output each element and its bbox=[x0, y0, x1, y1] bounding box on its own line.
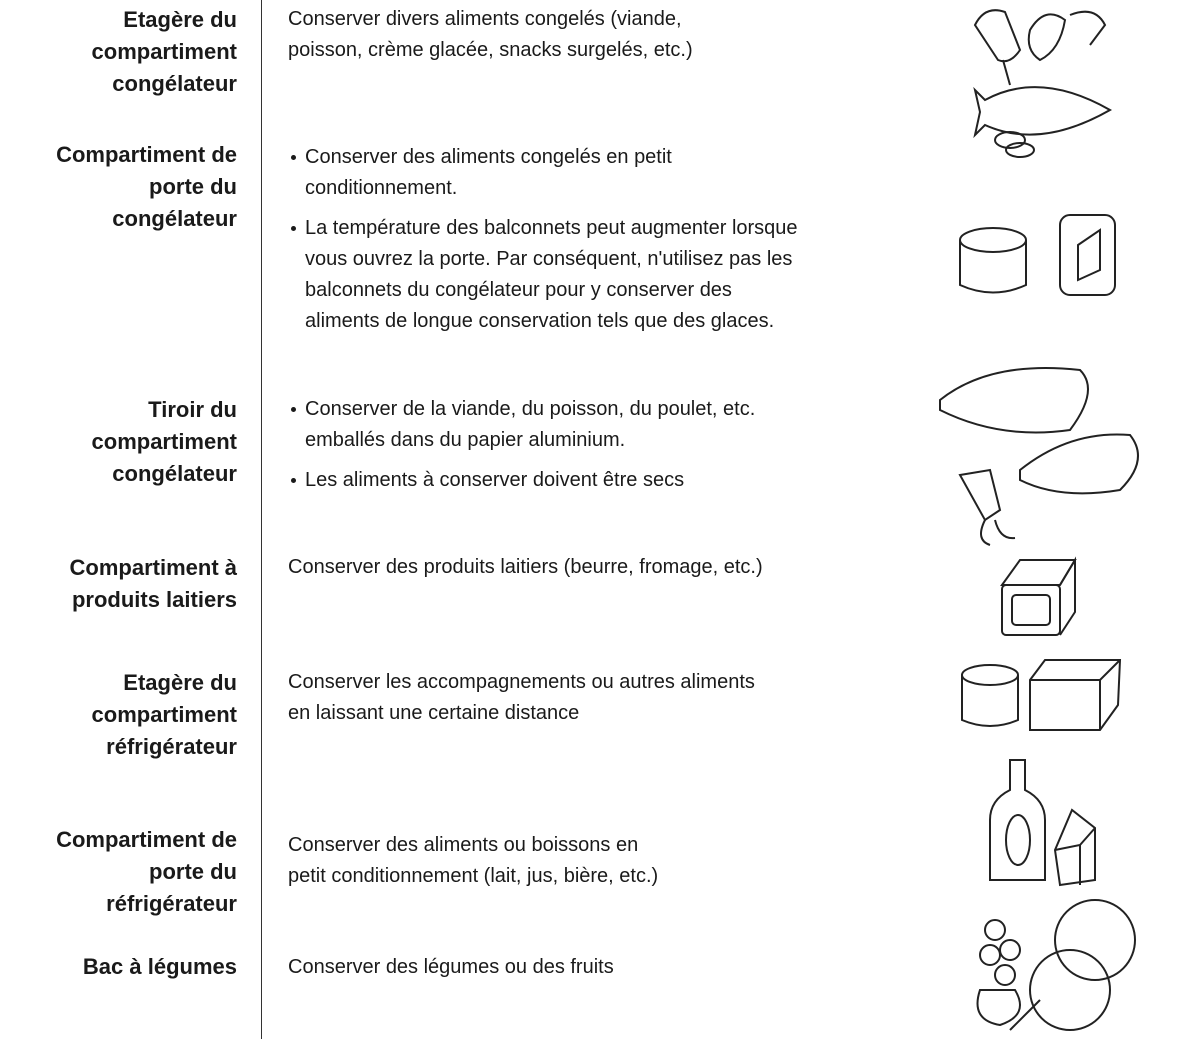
label-line: réfrigérateur bbox=[106, 734, 237, 759]
bullet-item: Les aliments à conserver doivent être se… bbox=[288, 465, 755, 496]
label-line: Etagère du bbox=[123, 670, 237, 695]
row-description: Conserver divers aliments congelés (vian… bbox=[288, 4, 693, 66]
row-description: Conserver des aliments ou boissons en pet… bbox=[288, 830, 658, 892]
bullet-line: aliments de longue conservation tels que… bbox=[305, 310, 775, 332]
label-line: congélateur bbox=[112, 71, 237, 96]
description-line: petit conditionnement (lait, jus, bière,… bbox=[288, 865, 659, 887]
description-line: Conserver des légumes ou des fruits bbox=[288, 956, 614, 978]
label-line: Etagère du bbox=[123, 7, 237, 32]
label-line: congélateur bbox=[112, 461, 237, 486]
vegetables-icon bbox=[976, 899, 1136, 1031]
row-label: Etagère du compartiment congélateur bbox=[92, 4, 237, 100]
fish-icon bbox=[973, 86, 1113, 158]
label-line: compartiment bbox=[91, 702, 237, 727]
row-description: Conserver des aliments congelés en petit… bbox=[288, 142, 798, 337]
label-line: Bac à légumes bbox=[82, 954, 237, 979]
bullet-line: balconnets du congélateur pour y conserv… bbox=[305, 279, 732, 301]
bullet-line: emballés dans du papier aluminium. bbox=[305, 429, 626, 451]
bottle-carton-icon bbox=[989, 759, 1096, 887]
row-description: Conserver des produits laitiers (beurre,… bbox=[288, 552, 763, 583]
row-description: Conserver des légumes ou des fruits bbox=[288, 952, 614, 983]
row-label: Tiroir du compartiment congélateur bbox=[92, 394, 237, 490]
packaged-meat-icon bbox=[939, 367, 1139, 546]
bullet-line: Les aliments à conserver doivent être se… bbox=[305, 469, 685, 491]
label-line: Compartiment de bbox=[56, 827, 237, 852]
ice-cream-icon bbox=[973, 9, 1107, 86]
row-label: Compartiment de porte du réfrigérateur bbox=[56, 824, 237, 920]
label-line: produits laitiers bbox=[71, 587, 237, 612]
label-line: congélateur bbox=[112, 206, 237, 231]
row-label: Compartiment de porte du congélateur bbox=[56, 139, 237, 235]
bullet-item: La température des balconnets peut augme… bbox=[288, 213, 798, 337]
description-line: Conserver des produits laitiers (beurre,… bbox=[288, 556, 763, 578]
containers-icon bbox=[961, 659, 1122, 731]
butter-icon bbox=[1000, 556, 1077, 636]
label-line: Tiroir du bbox=[148, 397, 237, 422]
row-label: Etagère du compartiment réfrigérateur bbox=[92, 667, 237, 763]
label-line: compartiment bbox=[91, 429, 237, 454]
label-line: Compartiment de bbox=[56, 142, 237, 167]
bullet-line: Conserver de la viande, du poisson, du p… bbox=[305, 398, 756, 420]
bullet-line: conditionnement. bbox=[305, 177, 458, 199]
bullet-item: Conserver de la viande, du poisson, du p… bbox=[288, 394, 755, 456]
row-label: Bac à légumes bbox=[83, 951, 237, 983]
label-line: Compartiment à bbox=[69, 555, 237, 580]
bullet-line: vous ouvrez la porte. Par conséquent, n'… bbox=[305, 248, 793, 270]
description-line: Conserver les accompagnements ou autres … bbox=[288, 671, 755, 693]
row-description: Conserver de la viande, du poisson, du p… bbox=[288, 394, 755, 496]
description-line: Conserver des aliments ou boissons en bbox=[288, 834, 639, 856]
label-line: réfrigérateur bbox=[106, 891, 237, 916]
label-line: porte du bbox=[149, 859, 237, 884]
can-box-icon bbox=[959, 214, 1116, 296]
description-line: Conserver divers aliments congelés (vian… bbox=[288, 8, 682, 30]
divider bbox=[261, 0, 262, 1039]
bullet-item: Conserver des aliments congelés en petit… bbox=[288, 142, 798, 204]
bullet-line: Conserver des aliments congelés en petit bbox=[305, 146, 672, 168]
label-line: porte du bbox=[149, 174, 237, 199]
row-description: Conserver les accompagnements ou autres … bbox=[288, 667, 755, 729]
description-line: en laissant une certaine distance bbox=[288, 702, 580, 724]
description-line: poisson, crème glacée, snacks surgelés, … bbox=[288, 39, 693, 61]
label-line: compartiment bbox=[91, 39, 237, 64]
bullet-line: La température des balconnets peut augme… bbox=[305, 217, 798, 239]
row-label: Compartiment à produits laitiers bbox=[70, 552, 237, 616]
